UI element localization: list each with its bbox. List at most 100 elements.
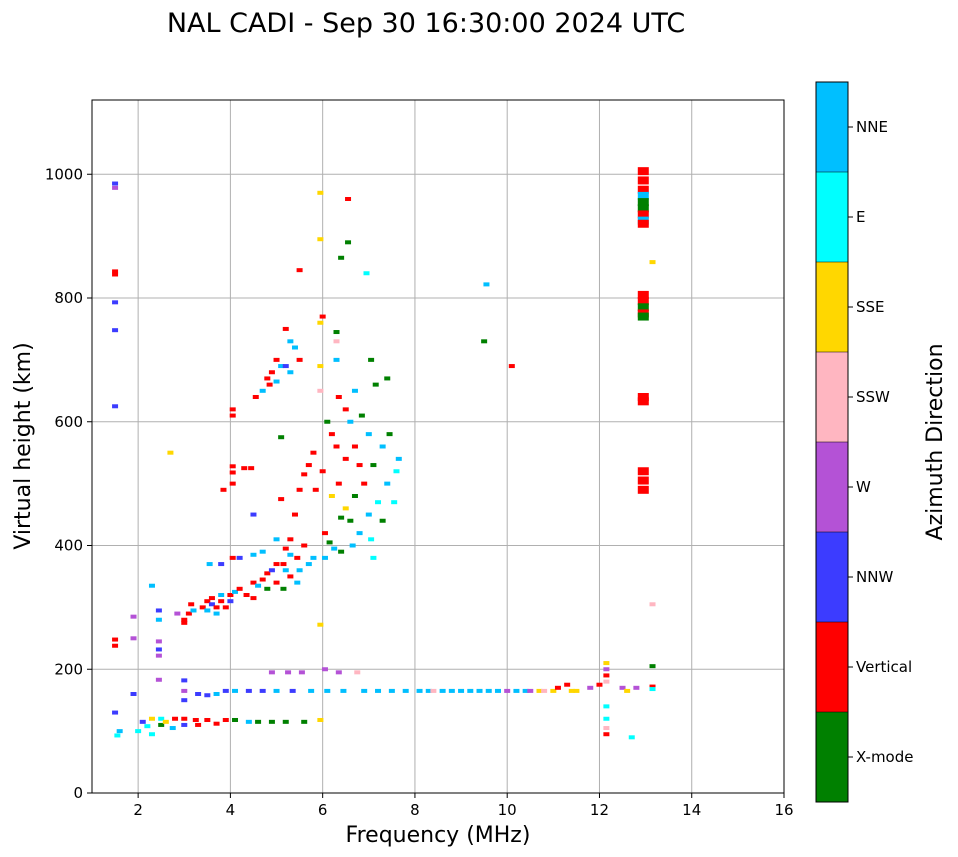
echo-point (195, 692, 202, 696)
echo-point (273, 357, 280, 362)
echo-point (167, 450, 174, 455)
echo-point (112, 637, 119, 642)
echo-point (619, 685, 626, 690)
echo-point (185, 611, 192, 616)
echo-point (195, 722, 202, 727)
echo-point (305, 562, 312, 567)
echo-point (268, 370, 275, 375)
echo-point (282, 719, 289, 724)
echo-point (236, 586, 243, 591)
echo-point (148, 732, 155, 737)
echo-point (476, 688, 483, 693)
echo-point (649, 664, 656, 669)
echo-point (188, 602, 195, 607)
echo-point (603, 667, 610, 672)
echo-point (264, 586, 271, 591)
echo-point (229, 470, 236, 475)
echo-point (358, 413, 365, 418)
echo-point (649, 260, 656, 265)
echo-point (301, 719, 308, 724)
echo-point (291, 512, 298, 517)
echo-point (243, 593, 250, 597)
echo-point (266, 382, 273, 387)
echo-point (273, 379, 280, 384)
echo-point (204, 599, 211, 604)
echo-point (289, 688, 296, 693)
echo-point (637, 198, 649, 207)
echo-point (155, 647, 162, 652)
echo-point (370, 555, 377, 560)
echo-point (333, 339, 340, 344)
echo-point (637, 467, 649, 476)
echo-point (342, 456, 349, 461)
echo-point (333, 330, 340, 335)
echo-point (637, 303, 649, 312)
colorbar-tick-label: NNW (856, 568, 893, 586)
echo-point (229, 555, 236, 560)
echo-point (338, 549, 345, 554)
echo-point (483, 282, 490, 287)
echo-point (342, 407, 349, 412)
echo-point (384, 376, 391, 381)
colorbar-tick-label: W (856, 478, 871, 496)
echo-point (181, 617, 188, 622)
echo-point (379, 518, 386, 523)
echo-point (347, 518, 354, 523)
echo-point (112, 710, 119, 715)
echo-point (603, 679, 610, 684)
echo-point (448, 688, 455, 693)
echo-point (227, 593, 234, 597)
echo-point (603, 661, 610, 666)
echo-point (112, 300, 119, 305)
echo-point (402, 688, 409, 693)
echo-point (637, 297, 649, 306)
echo-point (393, 469, 400, 474)
echo-point (324, 419, 331, 424)
echo-point (294, 580, 301, 585)
echo-point (236, 555, 243, 560)
echo-point (386, 432, 393, 437)
echo-point (637, 185, 649, 194)
echo-point (218, 599, 225, 604)
echo-point (114, 733, 121, 738)
colorbar-segment (816, 532, 848, 622)
echo-point (245, 719, 252, 724)
echo-point (504, 688, 511, 693)
echo-point (229, 464, 236, 469)
echo-point (356, 463, 363, 468)
y-tick-label: 0 (73, 784, 83, 802)
echo-point (370, 463, 377, 468)
echo-point (372, 382, 379, 387)
echo-point (331, 546, 338, 551)
echo-point (112, 404, 119, 409)
echo-point (317, 237, 324, 242)
echo-point (573, 688, 580, 693)
echo-point (232, 688, 239, 693)
echo-point (637, 167, 649, 176)
echo-point (222, 605, 229, 610)
echo-point (259, 388, 266, 393)
echo-point (351, 388, 358, 393)
x-tick-label: 2 (133, 801, 143, 819)
echo-point (296, 357, 303, 362)
echo-point (564, 682, 571, 687)
echo-point (554, 685, 561, 690)
echo-point (345, 197, 352, 201)
echo-point (310, 555, 317, 560)
plot-frame (91, 99, 785, 794)
echo-point (155, 677, 162, 682)
echo-point (365, 512, 372, 517)
echo-point (268, 670, 275, 675)
colorbar-segment (816, 352, 848, 442)
echo-point (282, 326, 289, 331)
echo-point (181, 716, 188, 721)
echo-point (340, 688, 347, 693)
echo-point (245, 688, 252, 693)
echo-point (637, 290, 649, 299)
echo-point (308, 688, 315, 693)
echo-point (250, 580, 257, 585)
echo-point (282, 568, 289, 573)
colorbar-tick-label: NNE (856, 118, 888, 136)
colorbar-segment (816, 622, 848, 712)
echo-point (333, 444, 340, 449)
